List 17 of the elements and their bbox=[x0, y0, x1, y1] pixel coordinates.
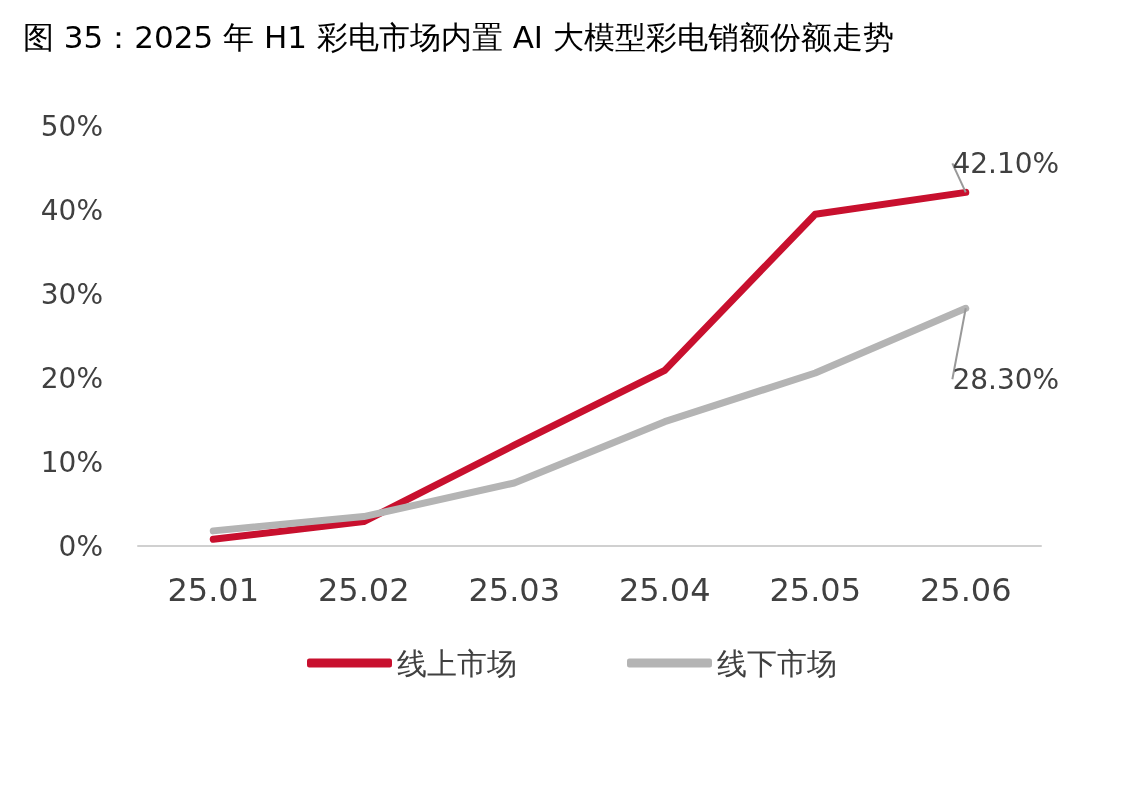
y-tick-label: 20% bbox=[40, 361, 103, 395]
x-tick-label: 25.01 bbox=[167, 571, 260, 609]
data-label: 28.30% bbox=[952, 362, 1060, 396]
x-tick-label: 25.02 bbox=[317, 571, 410, 609]
y-tick-label: 10% bbox=[40, 445, 103, 479]
chart-title: 图 35：2025 年 H1 彩电市场内置 AI 大模型彩电销额份额走势 bbox=[23, 18, 894, 55]
legend-label: 线下市场 bbox=[717, 645, 837, 681]
legend-label: 线上市场 bbox=[397, 645, 517, 681]
y-tick-label: 0% bbox=[58, 529, 103, 563]
y-tick-label: 30% bbox=[40, 277, 103, 311]
data-label: 42.10% bbox=[952, 146, 1060, 180]
x-tick-label: 25.04 bbox=[618, 571, 711, 609]
x-tick-label: 25.05 bbox=[769, 571, 862, 609]
x-tick-label: 25.06 bbox=[919, 571, 1012, 609]
y-tick-label: 50% bbox=[40, 109, 103, 143]
x-tick-label: 25.03 bbox=[468, 571, 561, 609]
y-tick-label: 40% bbox=[40, 193, 103, 227]
